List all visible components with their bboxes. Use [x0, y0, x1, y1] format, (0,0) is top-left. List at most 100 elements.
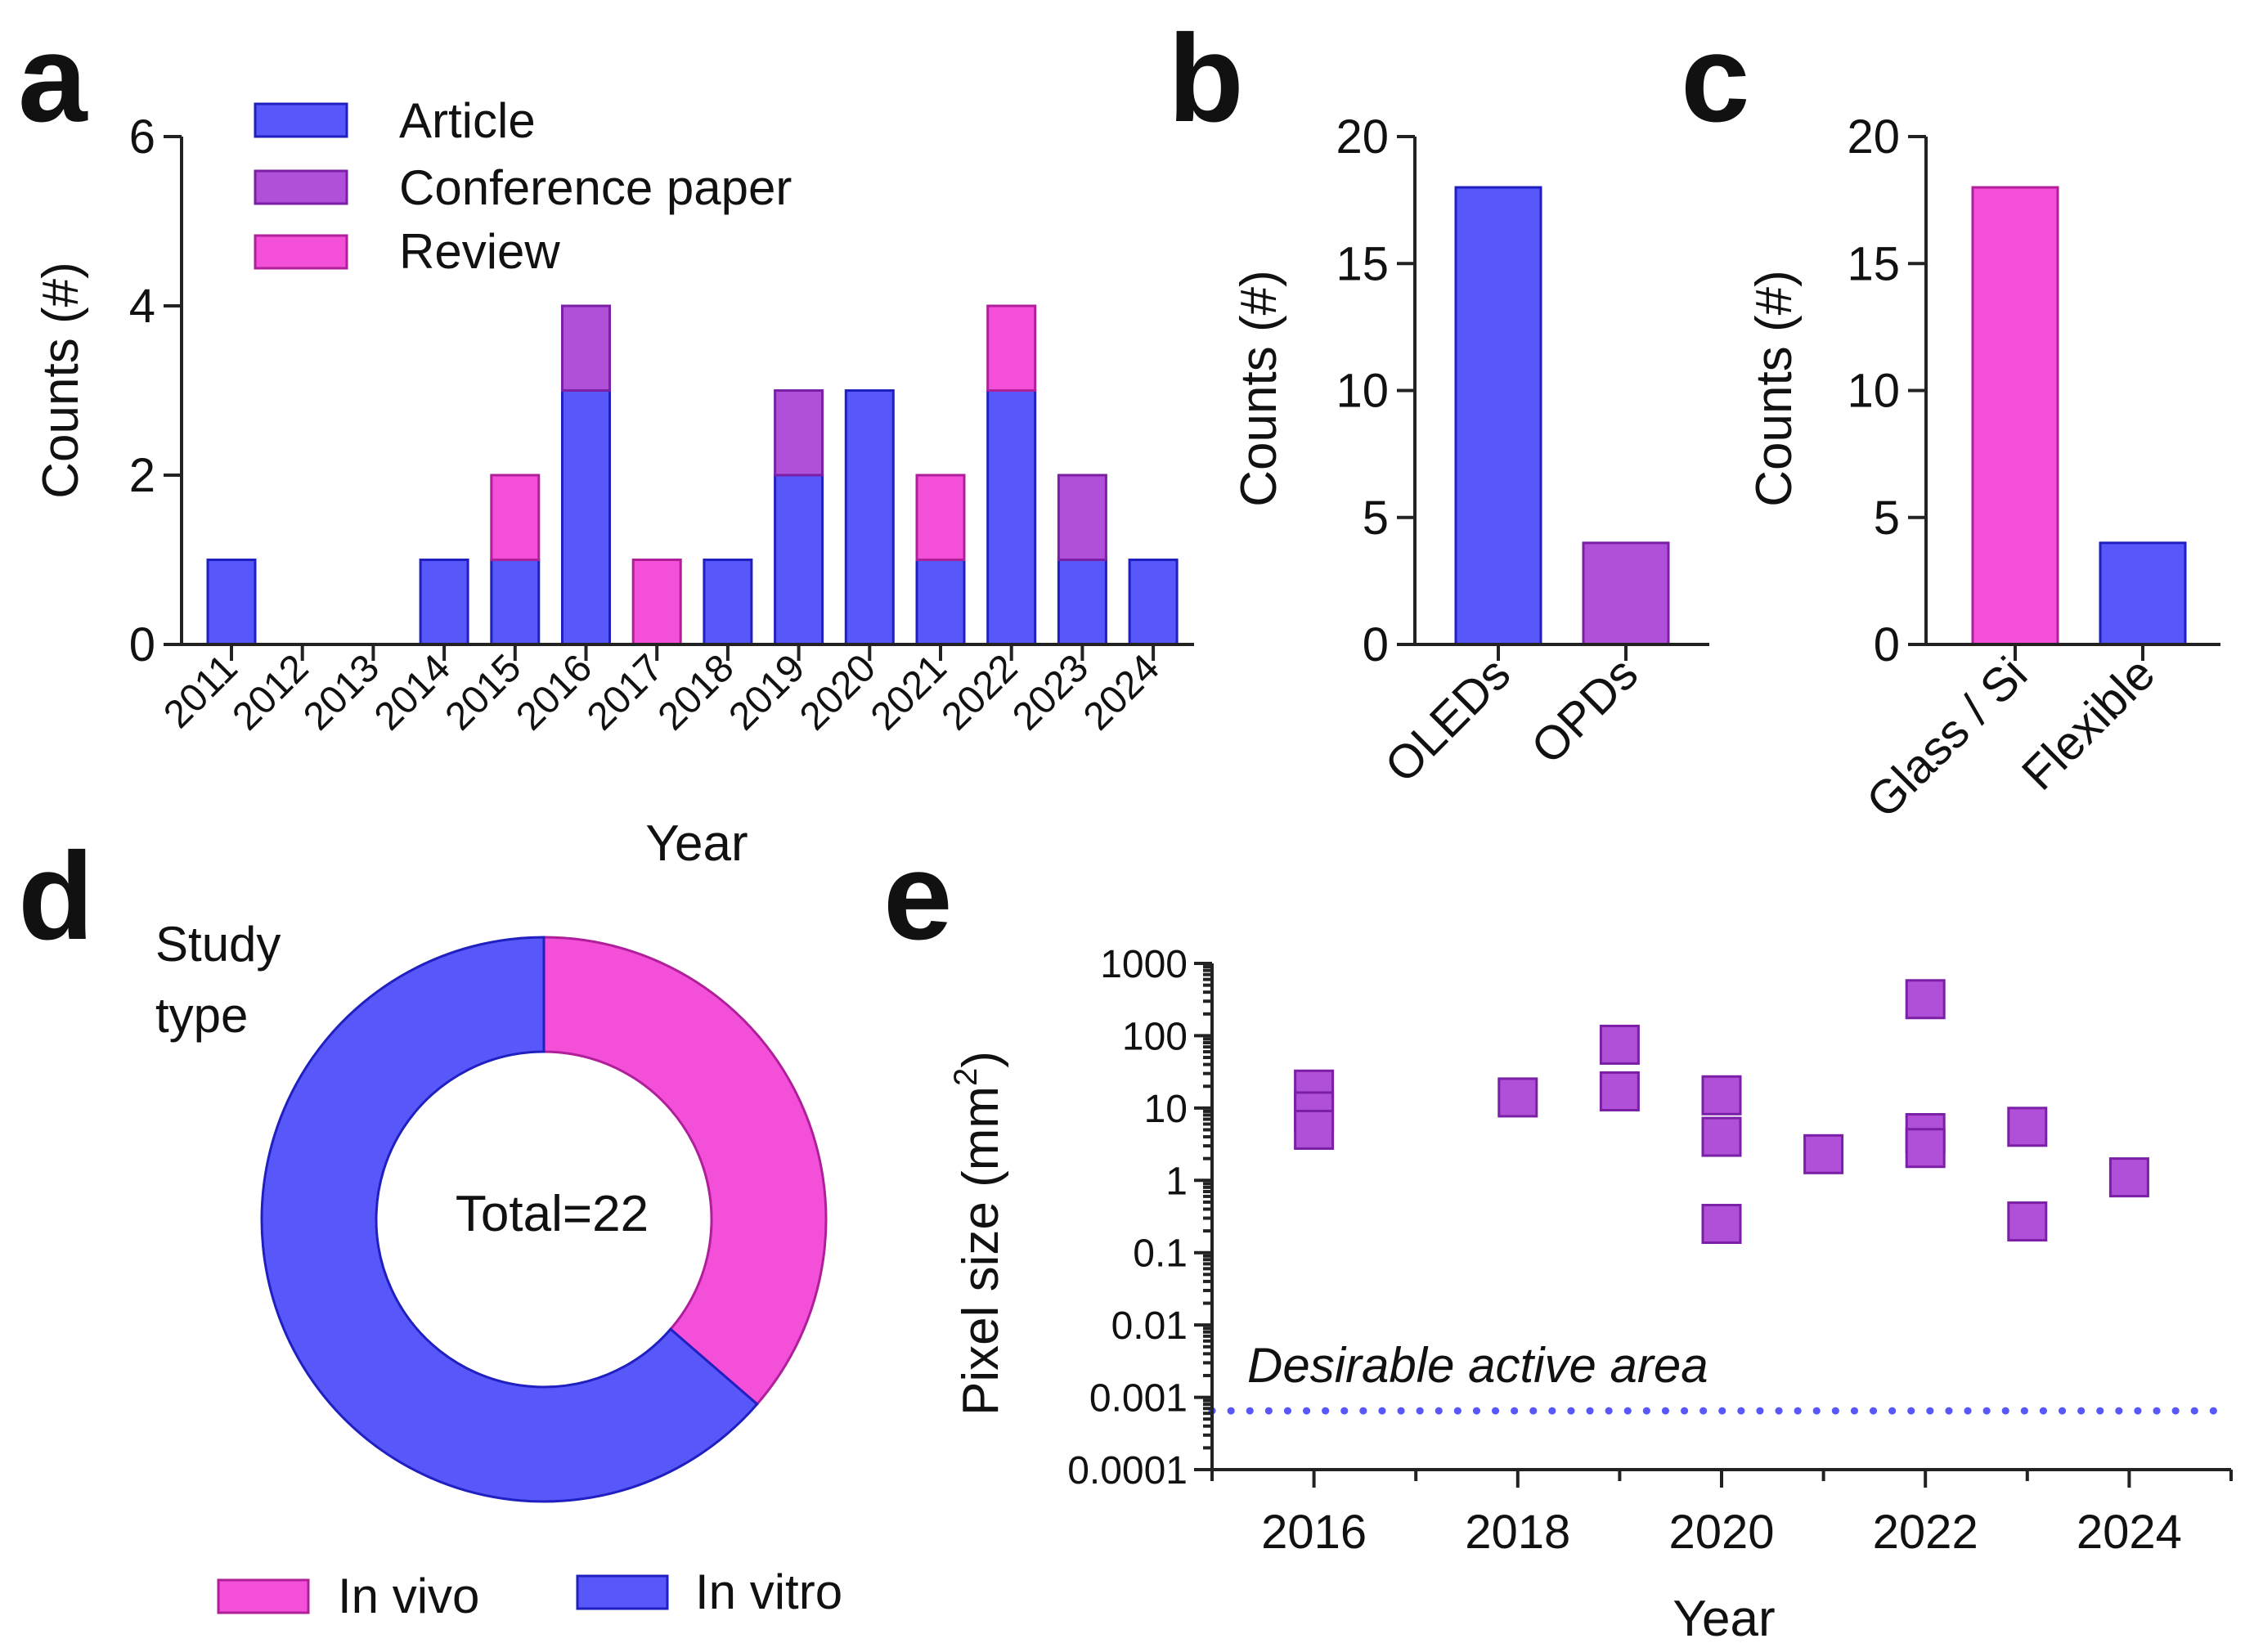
- legend-label-conference: Conference paper: [399, 160, 792, 215]
- x-tick-label-c-0: Glass / Si: [1857, 647, 2037, 828]
- x-tick-label-c-1: Flexible: [2012, 647, 2165, 800]
- bar-a-2021-article: [915, 559, 966, 646]
- bar-a-2017-review: [631, 559, 682, 646]
- legend-swatch-review: [254, 234, 348, 270]
- y-tick-label-e-1000: 1000: [1100, 943, 1188, 986]
- point-e-2022-12: [1905, 1128, 1946, 1169]
- point-e-2020-6: [1701, 1075, 1742, 1116]
- panel-label-b: b: [1168, 9, 1244, 148]
- bar-a-2022-article: [986, 389, 1037, 646]
- y-tick-label-a-6: 6: [129, 110, 155, 164]
- point-e-2024-15: [2108, 1157, 2149, 1198]
- legend-swatch-conference: [254, 169, 348, 205]
- y-tick-label-a-4: 4: [129, 280, 155, 333]
- point-e-2018-3: [1497, 1077, 1538, 1118]
- y-tick-label-e-100: 100: [1122, 1015, 1188, 1058]
- y-tick-label-c-0: 0: [1874, 618, 1900, 671]
- panel-e-ylabel-sup: 2: [948, 1068, 984, 1086]
- panel-b-ylabel: Counts (#): [1231, 270, 1287, 506]
- bar-b-opds: [1582, 541, 1670, 646]
- point-e-2021-9: [1803, 1134, 1844, 1174]
- bar-a-2023-conference-paper: [1057, 474, 1107, 561]
- panel-a-bars: [206, 304, 1179, 646]
- x-tick-label-b-0: OLEDs: [1375, 647, 1520, 792]
- panel-d-title-line2: type: [155, 988, 248, 1043]
- y-tick-label-b-10: 10: [1336, 365, 1389, 418]
- panel-e-reference-label: Desirable active area: [1247, 1338, 1708, 1393]
- point-e-2020-8: [1701, 1204, 1742, 1245]
- bar-a-2024-article: [1128, 559, 1179, 646]
- y-tick-label-b-15: 15: [1336, 237, 1389, 290]
- bar-c-glass-si: [1971, 186, 2059, 646]
- point-e-2023-13: [2007, 1107, 2048, 1147]
- panel-c-ylabel: Counts (#): [1746, 270, 1803, 506]
- bar-a-2019-conference-paper: [774, 389, 824, 477]
- panel-d-legend: In vivo In vitro: [217, 1564, 842, 1623]
- y-tick-label-c-10: 10: [1847, 365, 1900, 418]
- panel-c-bars: [1971, 186, 2187, 646]
- x-tick-label-e-2020: 2020: [1668, 1506, 1774, 1559]
- panel-e-ylabel-main: Pixel size (mm: [953, 1086, 1009, 1416]
- panel-e-xlabel: Year: [1673, 1591, 1775, 1647]
- x-tick-label-e-2018: 2018: [1465, 1506, 1570, 1559]
- legend-swatch-article: [254, 102, 348, 138]
- bar-a-2022-review: [986, 304, 1037, 392]
- x-tick-label-e-2024: 2024: [2077, 1506, 2182, 1559]
- panel-label-c: c: [1681, 9, 1750, 148]
- x-tick-label-e-2022: 2022: [1873, 1506, 1978, 1559]
- legend-label-review: Review: [399, 224, 560, 279]
- panel-a-xlabel: Year: [645, 815, 748, 872]
- bar-a-2016-article: [561, 389, 611, 646]
- point-e-2023-14: [2007, 1201, 2048, 1242]
- y-tick-label-b-20: 20: [1336, 110, 1389, 164]
- bar-a-2023-article: [1057, 559, 1107, 646]
- panel-d-title-line1: Study: [155, 917, 281, 972]
- panel-d-chart: Study type Total=22 In vivo In vitro: [155, 917, 842, 1623]
- bar-b-oleds: [1454, 186, 1542, 646]
- bar-a-2015-article: [490, 559, 541, 646]
- panel-e-points: [1294, 979, 2149, 1245]
- bar-a-2016-conference-paper: [561, 304, 611, 392]
- point-e-2022-10: [1905, 979, 1946, 1020]
- panel-a-legend: Article Conference paper Review: [254, 93, 792, 279]
- y-tick-label-b-0: 0: [1363, 618, 1389, 671]
- bar-a-2014-article: [419, 559, 469, 646]
- bar-a-2018-article: [703, 559, 753, 646]
- y-tick-label-b-5: 5: [1363, 492, 1389, 545]
- panel-a-ylabel: Counts (#): [33, 262, 89, 498]
- panel-e-axes: 0.0001 0.001 0.01 0.1 1 10 100 1000 2016 2018 2020…: [1067, 943, 2233, 1559]
- point-e-2020-7: [1701, 1116, 1742, 1157]
- slice-in-vivo: [542, 936, 828, 1407]
- panel-b-chart: OLEDs OPDs 0 5 10 15 20 Counts (#): [1231, 110, 1709, 792]
- bar-a-2015-review: [490, 474, 541, 561]
- panel-e-ylabel-end: ): [953, 1051, 1009, 1068]
- slice-in-vitro: [260, 936, 759, 1503]
- bar-a-2021-review: [915, 474, 966, 561]
- panel-label-e: e: [883, 827, 953, 966]
- panel-d-slices: [260, 936, 828, 1503]
- y-tick-label-e-1: 1: [1165, 1160, 1188, 1203]
- panel-label-a: a: [18, 9, 88, 148]
- panel-b-bars: [1454, 186, 1670, 646]
- legend-swatch-in-vitro: [576, 1574, 669, 1610]
- legend-swatch-in-vivo: [217, 1578, 310, 1614]
- bar-a-2011-article: [206, 559, 257, 646]
- y-tick-label-e-10: 10: [1144, 1088, 1188, 1131]
- bar-a-2019-article: [774, 474, 824, 646]
- y-tick-label-c-15: 15: [1847, 237, 1900, 290]
- bar-a-2020-article: [844, 389, 895, 646]
- y-tick-label-c-20: 20: [1847, 110, 1900, 164]
- y-tick-label-a-0: 0: [129, 618, 155, 671]
- y-tick-label-a-2: 2: [129, 449, 155, 502]
- legend-label-in-vitro: In vitro: [695, 1564, 842, 1619]
- legend-label-in-vivo: In vivo: [338, 1569, 479, 1623]
- point-e-2019-4: [1599, 1024, 1640, 1065]
- x-tick-label-e-2016: 2016: [1261, 1506, 1367, 1559]
- panel-e-chart: 0.0001 0.001 0.01 0.1 1 10 100 1000 2016 2018 2020…: [948, 943, 2235, 1647]
- y-tick-label-c-5: 5: [1874, 492, 1900, 545]
- point-e-2019-5: [1599, 1071, 1640, 1111]
- bar-c-flexible: [2099, 541, 2187, 646]
- point-e-2016-2: [1294, 1109, 1335, 1150]
- panel-a-chart: 2011201220132014201520162017201820192020…: [33, 93, 1194, 872]
